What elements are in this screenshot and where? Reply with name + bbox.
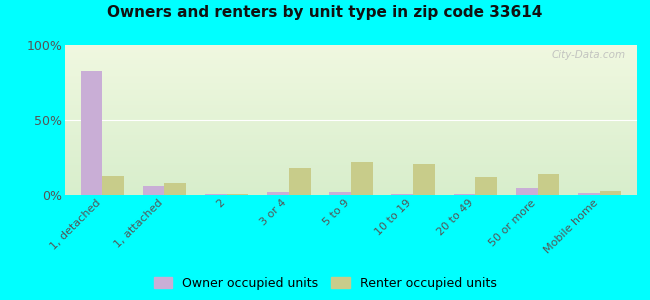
Bar [227,194,248,195]
Bar [454,194,475,195]
Bar [413,164,435,195]
Bar [164,183,187,195]
Legend: Owner occupied units, Renter occupied units: Owner occupied units, Renter occupied un… [150,273,500,294]
Bar [102,176,124,195]
Text: Owners and renters by unit type in zip code 33614: Owners and renters by unit type in zip c… [107,4,543,20]
Bar [391,194,413,195]
Bar [330,192,351,195]
Text: City-Data.com: City-Data.com [551,50,625,59]
Bar [289,168,311,195]
Bar [81,70,102,195]
Bar [538,174,559,195]
Bar [475,177,497,195]
Bar [267,192,289,195]
Bar [578,193,600,195]
Bar [205,194,227,195]
Bar [515,188,538,195]
Bar [600,190,621,195]
Bar [143,186,164,195]
Bar [351,162,372,195]
